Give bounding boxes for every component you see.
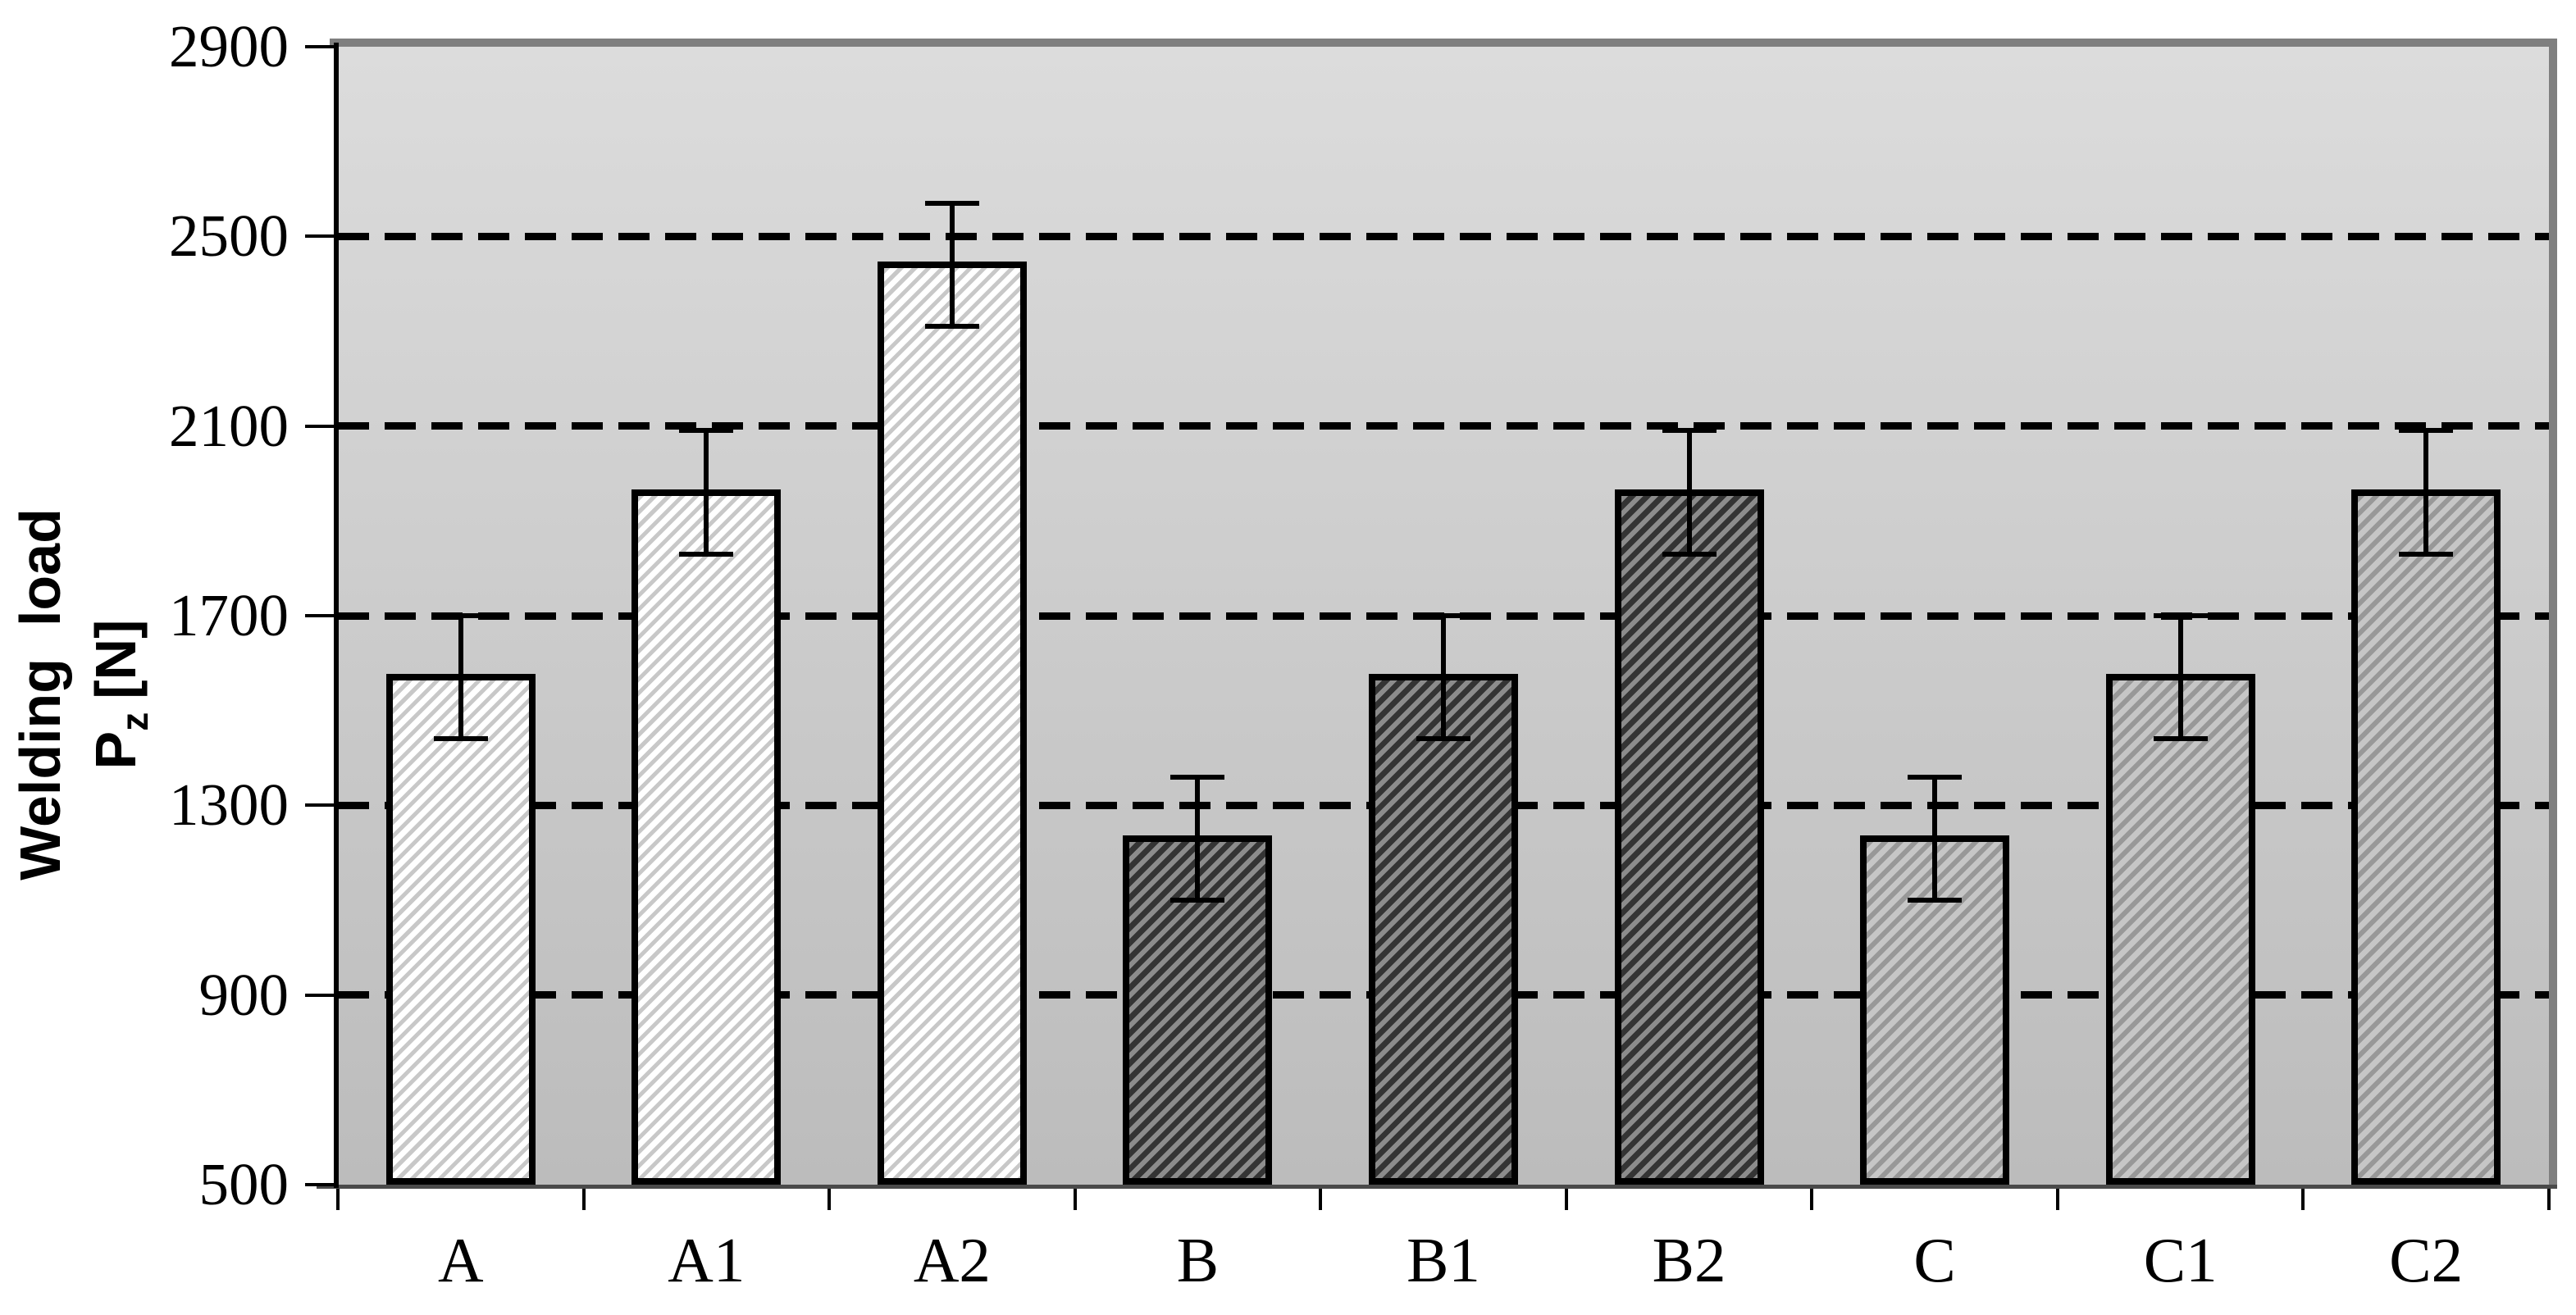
- x-tick-mark-1: [581, 1189, 586, 1210]
- x-category-label-A: A: [437, 1225, 484, 1295]
- error-bar-cap-top-C2: [2399, 428, 2454, 434]
- error-bar-cap-bottom-C: [1908, 898, 1963, 903]
- y-tick-mark-2900: [305, 45, 336, 48]
- error-bar-cap-top-B1: [1416, 613, 1470, 618]
- error-bar-cap-bottom-A: [433, 736, 488, 742]
- y-tick-mark-900: [305, 993, 336, 997]
- x-tick-mark-4: [1319, 1189, 1323, 1210]
- error-bar-A1: [704, 428, 709, 557]
- bar-A2: [877, 262, 1027, 1185]
- error-bar-cap-bottom-B2: [1662, 551, 1717, 557]
- error-bar-cap-bottom-C2: [2399, 551, 2454, 557]
- x-tick-mark-6: [1810, 1189, 1814, 1210]
- error-bar-cap-top-A1: [679, 428, 734, 434]
- x-category-label-B1: B1: [1407, 1225, 1480, 1295]
- bar-C2: [2351, 489, 2501, 1185]
- error-bar-cap-top-C: [1908, 774, 1963, 780]
- error-bar-A2: [949, 200, 955, 330]
- error-bar-A: [458, 613, 463, 742]
- x-tick-mark-8: [2301, 1189, 2305, 1210]
- x-category-label-C2: C2: [2389, 1225, 2464, 1295]
- error-bar-cap-bottom-A2: [924, 324, 979, 330]
- x-category-label-B: B: [1176, 1225, 1220, 1295]
- gridline-2500: [338, 232, 2549, 240]
- y-tick-label-2100: 2100: [169, 392, 289, 459]
- x-tick-mark-9: [2547, 1189, 2551, 1210]
- error-bar-cap-bottom-B: [1170, 898, 1225, 903]
- x-category-label-C: C: [1913, 1225, 1956, 1295]
- gridline-2100: [338, 422, 2549, 430]
- x-tick-mark-0: [336, 1189, 340, 1210]
- y-axis-title-subscript: z: [113, 712, 156, 731]
- y-tick-label-2900: 2900: [169, 13, 289, 80]
- bar-A: [385, 674, 536, 1185]
- error-bar-B: [1195, 774, 1201, 903]
- y-tick-mark-1300: [305, 803, 336, 808]
- error-bar-C1: [2177, 613, 2183, 742]
- plot-area: [338, 47, 2549, 1185]
- x-category-label-B2: B2: [1652, 1225, 1726, 1295]
- y-axis-line: [334, 43, 339, 1188]
- error-bar-cap-bottom-B1: [1416, 736, 1470, 742]
- y-tick-mark-2100: [305, 424, 336, 428]
- y-tick-mark-500: [305, 1183, 336, 1186]
- y-tick-label-2500: 2500: [169, 202, 289, 270]
- y-tick-label-1700: 1700: [169, 582, 289, 648]
- error-bar-cap-top-B2: [1662, 428, 1717, 434]
- x-category-label-A2: A2: [913, 1225, 991, 1295]
- x-tick-mark-3: [1073, 1189, 1077, 1210]
- x-category-label-A1: A1: [668, 1225, 745, 1295]
- error-bar-cap-top-A: [433, 613, 488, 618]
- plot-frame-top: [330, 39, 2557, 47]
- error-bar-cap-top-A2: [924, 200, 979, 206]
- bar-A1: [631, 489, 782, 1185]
- x-category-label-C1: C1: [2143, 1225, 2218, 1295]
- y-tick-mark-2500: [305, 234, 336, 239]
- error-bar-C2: [2423, 428, 2429, 557]
- bar-C1: [2105, 674, 2255, 1185]
- plot-frame-right: [2549, 39, 2557, 1189]
- y-tick-mark-1700: [305, 614, 336, 617]
- error-bar-cap-top-C1: [2153, 613, 2208, 618]
- error-bar-cap-bottom-A1: [679, 551, 734, 557]
- x-axis-line: [317, 1185, 2557, 1189]
- error-bar-cap-bottom-C1: [2153, 736, 2208, 742]
- x-tick-mark-2: [828, 1189, 832, 1210]
- x-tick-mark-7: [2055, 1189, 2059, 1210]
- error-bar-C: [1932, 774, 1938, 903]
- bar-B2: [1614, 489, 1764, 1185]
- error-bar-B2: [1686, 428, 1692, 557]
- error-bar-cap-top-B: [1170, 774, 1225, 780]
- y-tick-label-500: 500: [198, 1151, 290, 1217]
- x-tick-mark-5: [1564, 1189, 1568, 1210]
- error-bar-B1: [1441, 613, 1446, 742]
- y-tick-label-900: 900: [198, 961, 290, 1028]
- bar-B1: [1369, 674, 1518, 1185]
- y-tick-label-1300: 1300: [169, 771, 289, 839]
